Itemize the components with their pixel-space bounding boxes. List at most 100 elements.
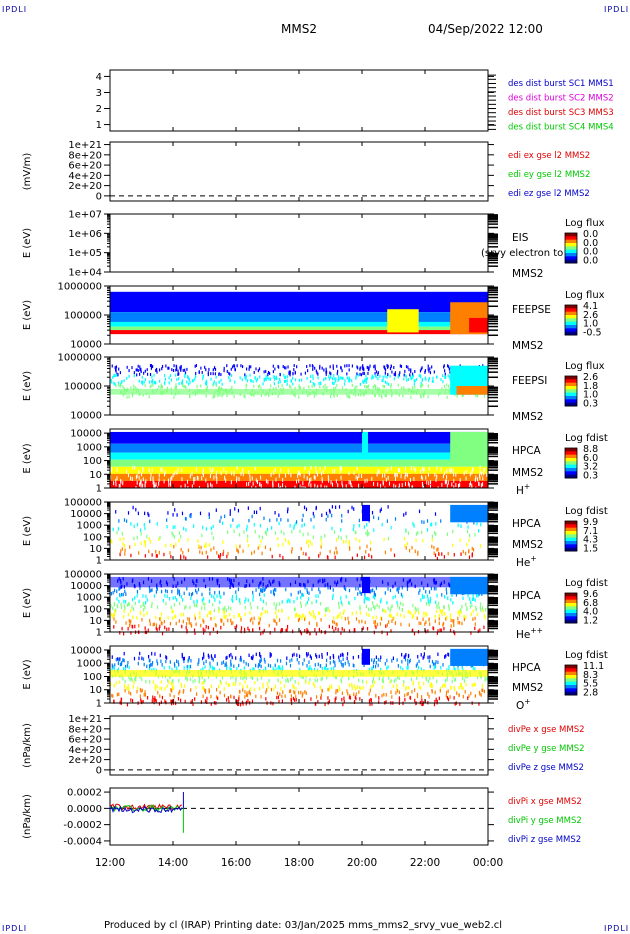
pixel [306, 664, 308, 668]
pixel [388, 481, 390, 486]
pixel [353, 700, 356, 704]
pixel [221, 675, 224, 680]
pixel [116, 476, 118, 481]
colorbar-segment [565, 305, 577, 309]
panel-frame [109, 715, 489, 776]
pixel [228, 654, 231, 658]
pixel [129, 677, 131, 682]
pixel [359, 697, 361, 701]
pixel [377, 377, 379, 381]
pixel [368, 607, 370, 612]
pixel [153, 622, 155, 627]
pixel [170, 543, 172, 548]
pixel [154, 652, 156, 656]
colorbar-title: Log fdist [565, 433, 608, 444]
pixel [419, 373, 421, 377]
pixel [233, 529, 235, 534]
heatmap-p5 [110, 363, 489, 399]
pixel [471, 597, 474, 602]
pixel [186, 587, 188, 591]
pixel [447, 480, 449, 485]
pixel [319, 602, 322, 606]
pixel [260, 393, 263, 397]
pixel [229, 612, 231, 617]
pixel [355, 586, 357, 591]
pixel [117, 383, 120, 387]
pixel [371, 376, 373, 380]
pixel [486, 677, 488, 681]
pixel [374, 367, 376, 371]
pixel [318, 627, 321, 632]
pixel [181, 381, 183, 385]
pixel [440, 628, 442, 633]
pixel [259, 621, 261, 625]
pixel [369, 364, 371, 368]
pixel [298, 470, 300, 475]
pixel [386, 623, 388, 627]
colorbar-segment [565, 239, 577, 244]
pixel [230, 694, 232, 699]
pixel [460, 608, 462, 612]
pixel [356, 385, 358, 389]
pixel [364, 593, 366, 597]
pixel [469, 483, 471, 488]
pixel [321, 471, 323, 476]
pixel [438, 552, 440, 556]
pixel [382, 375, 384, 379]
pixel [169, 660, 171, 664]
pixel [138, 551, 140, 555]
pixel [190, 658, 192, 663]
pixel [269, 377, 272, 381]
pixel [153, 481, 155, 486]
pixel [260, 386, 262, 390]
pixel [388, 676, 390, 680]
pixel [255, 694, 257, 699]
pixel [385, 693, 387, 697]
pixel [427, 472, 429, 477]
pixel [381, 685, 384, 689]
pixel [213, 608, 216, 613]
pixel [292, 696, 295, 701]
pixel [145, 601, 147, 605]
pixel [373, 481, 375, 486]
pixel [474, 598, 476, 602]
pixel [369, 702, 371, 706]
pixel [187, 382, 190, 386]
pixel [326, 608, 328, 613]
pixel [408, 483, 410, 488]
pixel [305, 691, 307, 695]
pixel [449, 613, 452, 617]
pixel [216, 662, 219, 666]
pixel [363, 555, 366, 560]
pixel [306, 476, 308, 481]
pixel [433, 666, 435, 670]
pixel [318, 611, 320, 615]
pixel [416, 692, 419, 697]
pixel [187, 376, 190, 380]
pixel [448, 604, 450, 608]
pixel [415, 608, 417, 612]
pixel [429, 676, 431, 681]
pixel [249, 611, 251, 615]
pixel [188, 657, 190, 662]
pixel [440, 610, 442, 614]
pixel [298, 661, 300, 665]
pixel [273, 375, 275, 379]
pixel [374, 364, 376, 368]
pixel [136, 373, 138, 377]
pixel [376, 603, 378, 608]
pixel [341, 519, 343, 523]
pixel [144, 526, 146, 531]
pixel [421, 475, 423, 480]
pixel [174, 595, 176, 600]
pixel [303, 474, 305, 479]
pixel [376, 472, 378, 477]
pixel [433, 370, 435, 374]
legend-entry: divPe z gse MMS2 [508, 763, 584, 773]
colorbar-segment [565, 325, 577, 329]
colorbar-segment [565, 402, 577, 407]
pixel [356, 365, 358, 369]
pixel [390, 385, 392, 389]
